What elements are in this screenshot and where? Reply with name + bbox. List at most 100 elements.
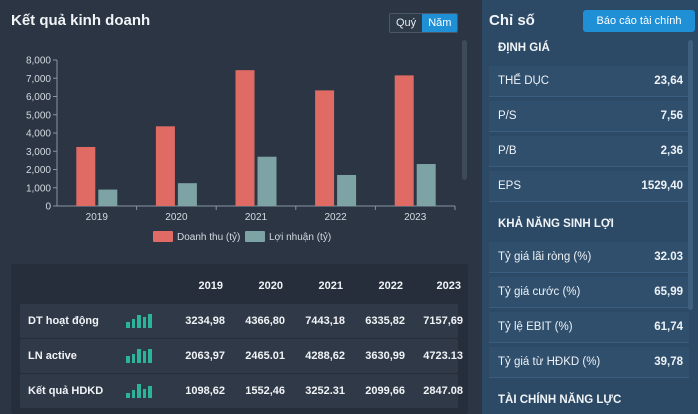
sparkline-bar (148, 349, 152, 363)
indicator-value: 7,56 (660, 110, 683, 122)
indicator-value: 2,36 (660, 145, 683, 157)
section-heading: ĐỊNH GIÁ (498, 42, 550, 54)
sparkline-bar (131, 354, 136, 363)
indicator-row: P/S 7,56 (489, 101, 689, 132)
y-tick-label: 2,000 (26, 165, 51, 176)
indicator-row: P/B 2,36 (489, 136, 689, 167)
sparkline-bar (137, 384, 141, 398)
table-cell: 7443,18 (305, 315, 345, 327)
table-cell: 2063,97 (185, 350, 225, 362)
profit-bar (98, 189, 118, 206)
legend-revenue-label: Doanh thu (tỷ) (177, 231, 240, 243)
sparkline-bar (142, 317, 147, 328)
profit-bar (257, 156, 277, 206)
section-heading: TÀI CHÍNH NĂNG LỰC (498, 394, 622, 406)
table-cell: 3252.31 (305, 385, 345, 397)
indicators-panel: Chỉ số Báo cáo tài chính ĐỊNH GIÁ THỂ DỤC… (482, 0, 698, 414)
table-cell: 1098,62 (185, 385, 225, 397)
indicator-label: P/B (498, 145, 517, 157)
indicator-value: 1529,40 (641, 180, 683, 192)
revenue-profit-chart: 0 1,000 2,000 3,000 4,000 5,000 6,000 7,000 8,00… (26, 56, 456, 243)
table-cell: 2099,66 (365, 385, 405, 397)
revenue-bar (155, 126, 175, 206)
y-tick-label: 4,000 (26, 129, 51, 140)
sparkline-bar (137, 349, 141, 363)
row-label: LN active (28, 350, 77, 362)
indicator-row: Tỷ lệ EBIT (%) 61,74 (489, 312, 689, 343)
indicator-label: THỂ DỤC (498, 75, 550, 87)
sparkline-bar (148, 314, 152, 328)
y-tick-label: 8,000 (26, 56, 51, 67)
indicator-row: Tỷ giá từ HĐKD (%) 39,78 (489, 347, 689, 378)
profit-bar (337, 174, 357, 206)
row-label: Kết quả HDKD (28, 385, 104, 397)
sparkline-icon (126, 349, 152, 363)
sparkline-bar (137, 315, 141, 328)
profit-bar (177, 183, 197, 206)
toggle-quarter[interactable]: Quý (390, 14, 423, 32)
indicator-value: 39,78 (654, 356, 683, 368)
x-tick-label: 2019 (86, 212, 109, 223)
table-cell: 3630,99 (365, 350, 405, 362)
y-tick-label: 7,000 (26, 74, 51, 85)
sparkline-icon (126, 384, 152, 398)
table-header-year: 2022 (378, 280, 403, 292)
x-tick-label: 2022 (324, 212, 347, 223)
sparkline-bar (131, 319, 136, 328)
sparkline-bar (142, 351, 147, 363)
indicators-title: Chỉ số (489, 12, 535, 29)
table-header-year: 2020 (258, 280, 283, 292)
indicator-row: Tỷ giá cước (%) 65,99 (489, 277, 689, 308)
table-cell: 2847.08 (423, 385, 463, 397)
financial-report-button[interactable]: Báo cáo tài chính (583, 10, 695, 32)
indicator-value: 61,74 (654, 321, 683, 333)
indicator-row: THỂ DỤC 23,64 (489, 66, 689, 97)
row-label: DT hoạt động (28, 315, 99, 327)
revenue-bar (76, 146, 96, 206)
period-toggle[interactable]: Quý Năm (389, 13, 459, 33)
table-row: LN active 2063,97 2465.01 4288,62 3630,99 472… (20, 339, 463, 373)
table-cell: 3234,98 (185, 315, 225, 327)
indicator-label: P/S (498, 110, 517, 122)
table-header-year: 2021 (318, 280, 343, 292)
indicator-label: Tỷ giá lãi ròng (%) (498, 251, 592, 263)
indicator-value: 32.03 (654, 251, 683, 263)
sparkline-bar (126, 322, 130, 328)
table-header-year: 2019 (198, 280, 223, 292)
sparkline-icon (126, 314, 152, 328)
table-cell: 4288,62 (305, 350, 345, 362)
legend-profit-swatch (245, 231, 265, 242)
indicators-scrollbar[interactable] (688, 40, 693, 310)
table-cell: 2465.01 (245, 350, 285, 362)
legend-revenue-swatch (153, 231, 173, 242)
indicator-value: 65,99 (654, 286, 683, 298)
indicator-row: EPS 1529,40 (489, 171, 689, 202)
y-tick-label: 3,000 (26, 147, 51, 158)
business-results-panel: Kết quả kinh doanh Quý Năm 0 1,000 2,000 3,… (11, 12, 468, 414)
indicator-label: EPS (498, 180, 522, 192)
profit-bar (416, 164, 436, 206)
x-tick-label: 2021 (245, 212, 268, 223)
chart-scrollbar[interactable] (462, 40, 467, 180)
revenue-bar (394, 75, 414, 206)
indicator-value: 23,64 (654, 75, 683, 87)
sparkline-bar (131, 390, 136, 398)
x-tick-label: 2023 (404, 212, 427, 223)
y-tick-label: 5,000 (26, 110, 51, 121)
indicator-label: Tỷ giá cước (%) (498, 286, 581, 298)
y-tick-label: 0 (45, 202, 51, 213)
sparkline-bar (126, 356, 130, 363)
table-row: DT hoạt động 3234,98 4366,80 7443,18 6335,82… (20, 304, 463, 338)
indicator-label: Tỷ giá từ HĐKD (%) (498, 356, 601, 368)
results-table: 2019 2020 2021 2022 2023 DT hoạt động 3234,98… (11, 264, 468, 414)
panel-title: Kết quả kinh doanh (11, 12, 151, 29)
toggle-year[interactable]: Năm (422, 14, 458, 32)
sparkline-bar (148, 386, 152, 398)
table-cell: 7157,69 (423, 315, 463, 327)
sparkline-bar (126, 393, 130, 398)
table-cell: 6335,82 (365, 315, 405, 327)
revenue-bar (235, 70, 255, 207)
revenue-bar (315, 90, 335, 206)
legend-profit-label: Lợi nhuận (tỷ) (269, 231, 331, 243)
y-tick-label: 1,000 (26, 183, 51, 194)
